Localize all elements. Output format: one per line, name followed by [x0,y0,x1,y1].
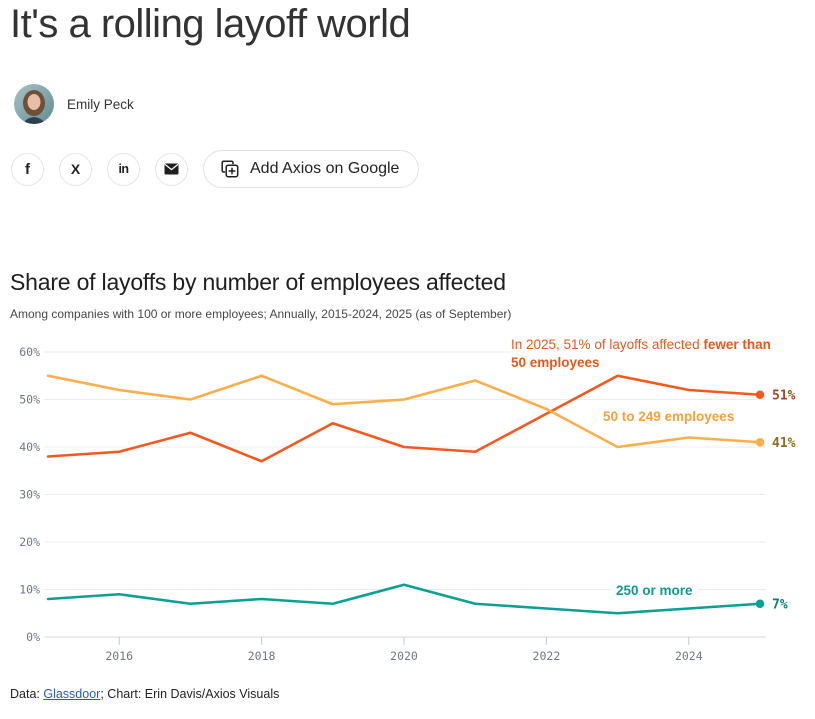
add-google-icon [221,160,239,178]
svg-text:50%: 50% [19,393,40,407]
article-title: It's a rolling layoff world [10,2,411,46]
svg-text:41%: 41% [772,436,796,451]
share-linkedin-button[interactable]: in [107,152,140,186]
svg-text:30%: 30% [19,488,40,502]
annotation-text-bold2: 50 employees [511,354,600,370]
svg-text:2018: 2018 [248,649,276,663]
svg-text:2020: 2020 [390,649,418,663]
svg-text:2022: 2022 [533,649,561,663]
svg-text:40%: 40% [19,440,40,454]
chart-subtitle: Among companies with 100 or more employe… [10,307,512,321]
chart-footer: Data: Glassdoor; Chart: Erin Davis/Axios… [10,687,815,701]
footer-credit: ; Chart: Erin Davis/Axios Visuals [100,687,280,701]
chart-annotation: In 2025, 51% of layoffs affected fewer t… [511,336,803,371]
share-facebook-button[interactable]: f [11,152,44,186]
glassdoor-link[interactable]: Glassdoor [43,687,101,701]
annotation-text-bold1: fewer than [703,337,771,352]
svg-text:7%: 7% [772,597,788,612]
author-avatar [14,84,54,124]
author-name: Emily Peck [67,96,134,112]
author-avatar-image [14,84,54,124]
series-label-50-to-249: 50 to 249 employees [603,409,735,424]
share-row: f X in Add Axios on Google [11,150,815,188]
share-email-button[interactable] [155,152,188,186]
svg-text:0%: 0% [26,630,40,644]
svg-text:10%: 10% [19,583,40,597]
svg-text:2024: 2024 [675,649,703,663]
facebook-icon: f [25,160,30,178]
svg-text:51%: 51% [772,388,796,403]
line-chart: 0% 10% 20% 30% 40% 50% 60% 2016 2018 2020 2022 2024… [0,333,815,678]
svg-text:60%: 60% [19,345,40,359]
share-x-button[interactable]: X [59,152,92,186]
email-icon [164,163,179,175]
linkedin-icon: in [118,162,129,176]
x-icon: X [70,161,81,177]
add-axios-google-label: Add Axios on Google [250,160,400,177]
chart-title: Share of layoffs by number of employees … [10,269,506,295]
chart-section: Share of layoffs by number of employees … [0,269,815,701]
annotation-text-normal: In 2025, 51% of layoffs affected [511,337,704,352]
footer-data-prefix: Data: [10,687,44,701]
series-label-250-or-more: 250 or more [611,583,698,598]
add-axios-google-button[interactable]: Add Axios on Google [203,150,420,188]
svg-text:2016: 2016 [105,649,133,663]
author-row: Emily Peck [14,84,815,124]
svg-text:20%: 20% [19,535,40,549]
chart-canvas: 0% 10% 20% 30% 40% 50% 60% 2016 2018 2020 2022 2024… [19,345,796,663]
